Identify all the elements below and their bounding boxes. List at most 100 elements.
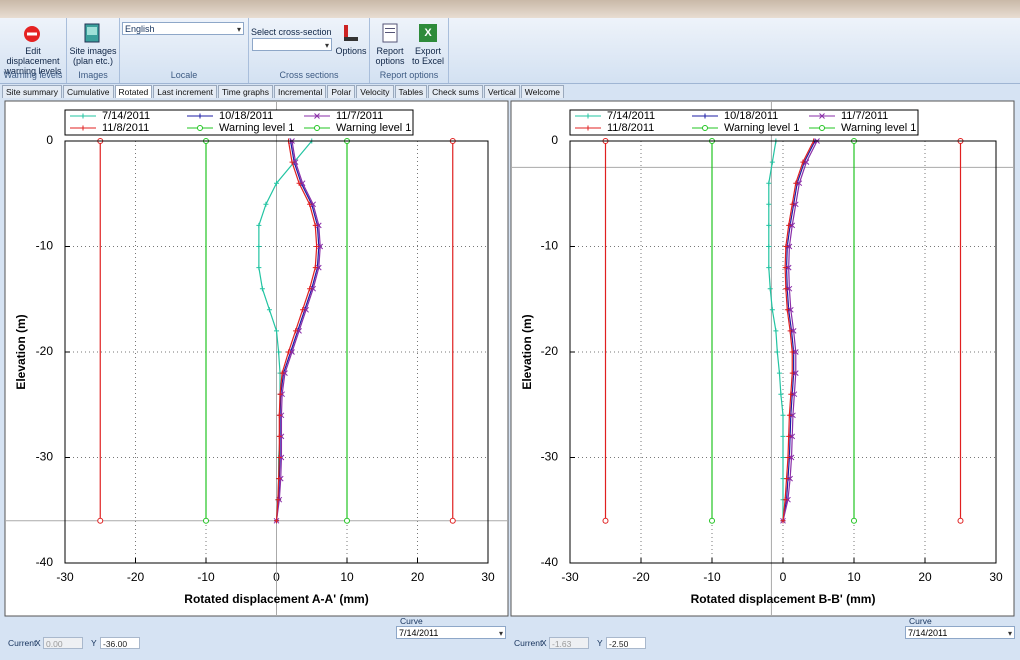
marker [289, 349, 295, 355]
marker [786, 412, 792, 418]
ribbon-button[interactable]: Edit displacement warning levels [4, 46, 62, 76]
legend-marker [197, 125, 203, 131]
label: X [541, 638, 547, 648]
x-tick-label: -20 [127, 570, 145, 584]
label: Y [597, 638, 603, 648]
ribbon-group: Select cross-section Options Cross secti… [249, 18, 370, 83]
tab[interactable]: Rotated [114, 85, 153, 98]
title-bar [0, 0, 1020, 18]
y-axis-label: Elevation (m) [520, 314, 534, 389]
group-label: Report options [379, 70, 439, 80]
marker [786, 243, 793, 250]
tab[interactable]: Cumulative [62, 85, 114, 98]
tab[interactable]: Check sums [428, 85, 483, 98]
marker [778, 391, 784, 397]
y-tick-label: 0 [551, 133, 558, 147]
marker [279, 370, 285, 376]
x-tick-label: -10 [197, 570, 215, 584]
legend-label: Warning level 1 [724, 122, 799, 134]
marker [709, 517, 715, 524]
marker [769, 159, 775, 165]
marker [80, 113, 86, 119]
marker [274, 180, 279, 186]
legend-label: 7/14/2011 [102, 110, 150, 122]
plot-frame [569, 140, 997, 564]
charts: -30-20-1001020300-10-20-30-407/14/201110… [4, 100, 1015, 617]
marker [312, 265, 318, 271]
x-tick-label: 30 [989, 570, 1003, 584]
tab[interactable]: Velocity [356, 85, 394, 98]
group-label: Locale [170, 70, 198, 80]
tab[interactable]: Site summary [2, 85, 62, 98]
legend-marker [819, 113, 825, 119]
curve-select[interactable]: 7/14/2011 [905, 626, 1015, 640]
marker [766, 265, 772, 271]
marker [766, 201, 772, 207]
x-tick-label: -30 [56, 570, 74, 584]
marker [789, 349, 795, 355]
tab[interactable]: Polar [327, 85, 356, 98]
ribbon-button[interactable]: Options [335, 46, 367, 56]
ribbon-button[interactable]: Site images (plan etc.) [69, 46, 117, 66]
ribbon-group: English Locale [120, 18, 249, 83]
x-tick-label: -20 [632, 570, 650, 584]
tab[interactable]: Welcome [520, 85, 565, 98]
marker [449, 517, 456, 524]
legend-label: 11/7/2011 [841, 110, 888, 122]
tab[interactable]: Tables [394, 85, 428, 98]
y-tick-label: -40 [36, 555, 54, 569]
marker [785, 264, 792, 271]
marker [275, 497, 281, 503]
tab[interactable]: Incremental [273, 85, 327, 98]
marker [787, 475, 793, 482]
marker [780, 433, 786, 439]
x-tick-label: 30 [481, 570, 495, 584]
marker [792, 201, 799, 208]
marker [203, 517, 209, 524]
marker [789, 222, 796, 229]
legend-box [64, 109, 414, 136]
label: Current [8, 638, 37, 648]
label: X [35, 638, 41, 648]
marker [276, 349, 282, 355]
y-tick-label: -30 [541, 450, 559, 464]
marker [766, 222, 772, 228]
marker [276, 476, 282, 482]
locale-select[interactable]: English [122, 22, 244, 36]
marker [702, 125, 708, 131]
select-label: Select cross-section [251, 27, 332, 37]
marker [782, 265, 788, 271]
legend-marker [314, 125, 320, 131]
icon [84, 23, 100, 43]
label: Y [91, 638, 97, 648]
ribbon-button[interactable]: Report options [375, 46, 405, 66]
ribbon-button[interactable]: Export to Excel [411, 46, 444, 66]
tab[interactable]: Vertical [483, 85, 520, 98]
marker [97, 517, 104, 524]
cross-section-select[interactable] [252, 38, 332, 52]
ribbon-group: Site images (plan etc.) Images [67, 18, 120, 83]
group-label: Warning levels [3, 70, 63, 80]
plot [97, 138, 456, 524]
x-tick-label: 20 [918, 570, 932, 584]
marker [307, 286, 313, 292]
tab[interactable]: Last increment [153, 85, 218, 98]
marker [296, 180, 302, 186]
marker [585, 125, 591, 131]
marker [289, 159, 295, 165]
marker [783, 244, 789, 249]
marker [310, 201, 317, 208]
marker [767, 286, 773, 292]
tab[interactable]: Time graphs [218, 85, 273, 98]
marker [299, 180, 306, 187]
icon [24, 26, 40, 42]
legend-label: Warning level 1 [336, 122, 411, 134]
marker [766, 244, 772, 249]
marker [197, 113, 203, 119]
svg-text:X: X [424, 27, 432, 39]
marker [788, 391, 794, 397]
marker [585, 113, 591, 119]
legend-label: 10/18/2011 [724, 110, 778, 122]
marker [786, 433, 792, 439]
curve-select[interactable]: 7/14/2011 [396, 626, 506, 640]
